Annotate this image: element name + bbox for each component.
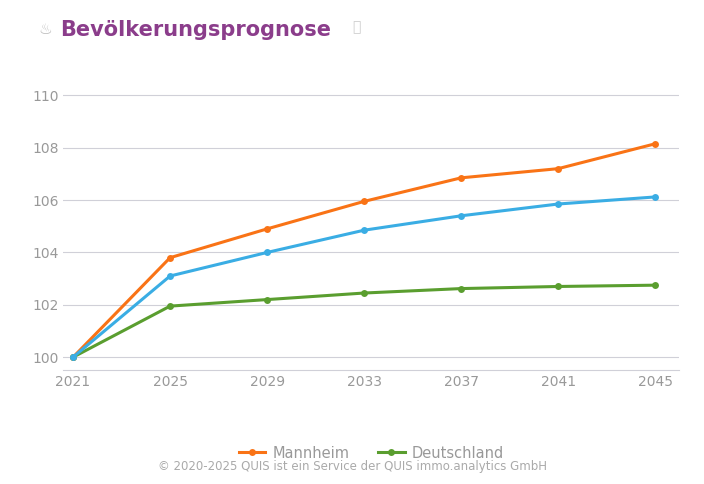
Legend: Baden-Württemberg: Baden-Württemberg: [194, 479, 389, 484]
Text: Bevölkerungsprognose: Bevölkerungsprognose: [60, 20, 331, 40]
Text: ♨: ♨: [39, 22, 52, 37]
Text: © 2020-2025 QUIS ist ein Service der QUIS immo.analytics GmbH: © 2020-2025 QUIS ist ein Service der QUI…: [158, 460, 546, 473]
Text: ⓘ: ⓘ: [352, 20, 360, 34]
